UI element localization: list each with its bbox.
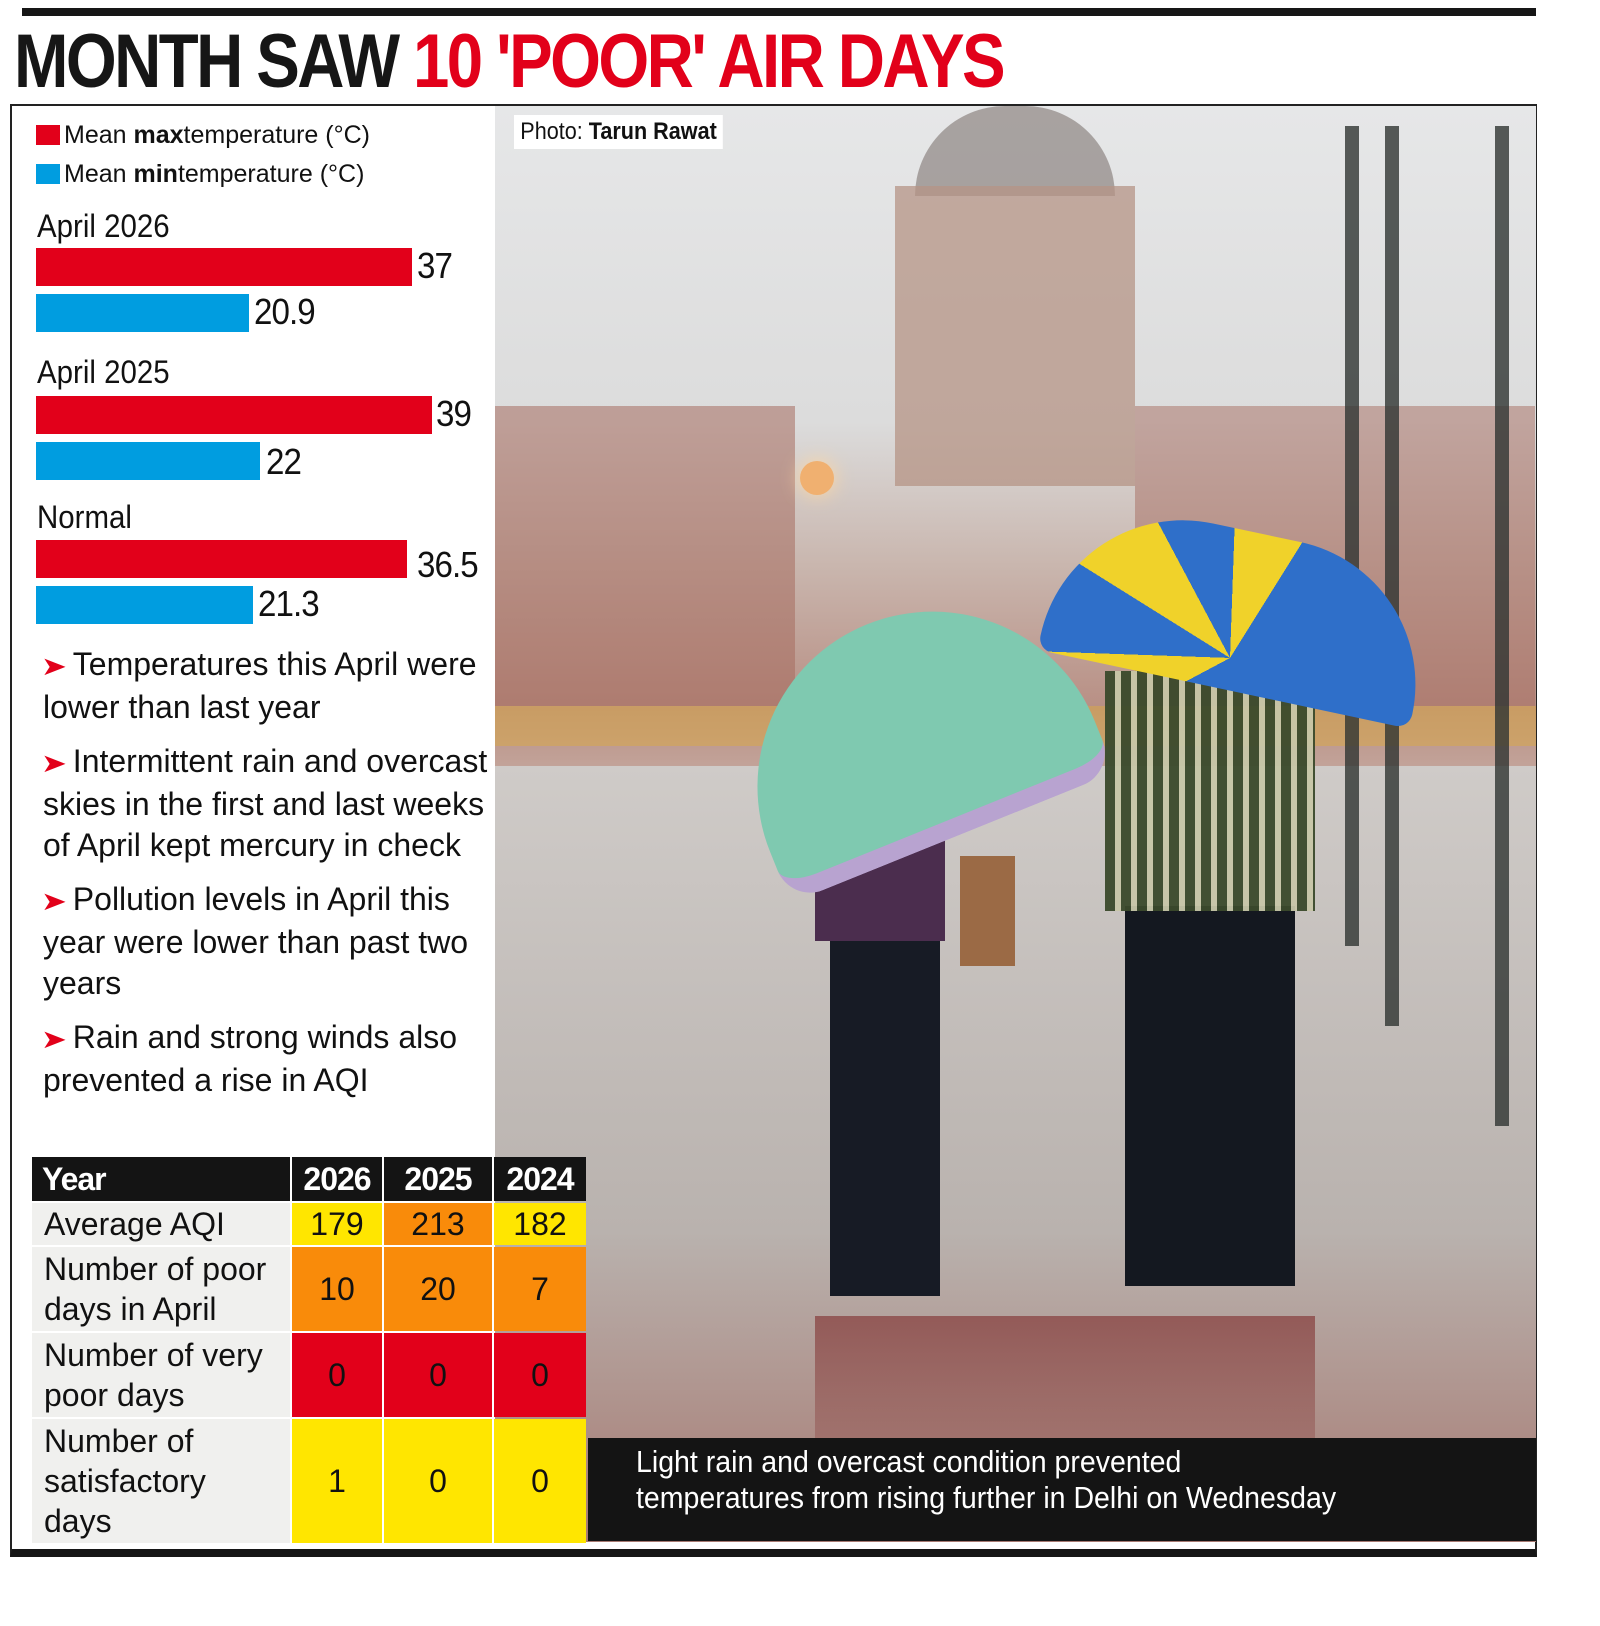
legend-text: temperature (°C) [183, 120, 370, 149]
legend-text-bold: min [133, 159, 178, 188]
table-row: Average AQI 179 213 182 [32, 1203, 586, 1245]
table-cell: 0 [384, 1333, 492, 1417]
group-label: April 2026 [37, 208, 170, 244]
photo-credit-prefix: Photo: [520, 118, 589, 145]
top-rule [22, 8, 1536, 16]
table-row: Number of poor days in April 10 20 7 [32, 1247, 586, 1331]
key-point-text: Intermittent rain and overcast skies in … [43, 743, 488, 863]
photo-credit: Photo: Tarun Rawat [514, 115, 724, 149]
caption-line: temperatures from rising further in Delh… [636, 1480, 1337, 1515]
bar-value: 22 [266, 441, 302, 482]
key-point-text: Pollution levels in April this year were… [43, 881, 469, 1001]
row-label: Number of poor days in April [32, 1247, 290, 1331]
table-cell: 213 [384, 1203, 492, 1245]
handbag [960, 856, 1015, 966]
light-glow [800, 461, 834, 495]
table-header-row: Year 2026 2025 2024 [32, 1157, 586, 1201]
legend-swatch-red-icon [36, 125, 60, 145]
bar-min-april-2026 [36, 294, 249, 332]
row-label-line: Number of very [44, 1337, 263, 1373]
table-cell: 0 [384, 1419, 492, 1543]
row-label-line: days [44, 1503, 112, 1539]
photo-caption: Light rain and overcast condition preven… [588, 1438, 1536, 1541]
table-header: 2024 [494, 1157, 586, 1201]
bar-value: 20.9 [254, 291, 316, 332]
arrow-right-icon: ➤ [40, 886, 67, 916]
table-header: Year [32, 1157, 290, 1201]
lamp-pole [1385, 126, 1399, 1026]
bar-min-april-2025 [36, 442, 260, 480]
table-cell: 179 [292, 1203, 382, 1245]
arrow-right-icon: ➤ [40, 748, 67, 778]
group-label: Normal [37, 499, 132, 535]
bar-max-normal [36, 540, 407, 578]
table-cell: 7 [494, 1247, 586, 1331]
table-cell: 20 [384, 1247, 492, 1331]
table-cell: 182 [494, 1203, 586, 1245]
row-label-line: Number of poor [44, 1251, 267, 1287]
arrow-right-icon: ➤ [40, 1024, 67, 1054]
building-tower [895, 186, 1135, 486]
lamp-pole [1345, 126, 1359, 946]
table-cell: 0 [292, 1333, 382, 1417]
row-label: Average AQI [32, 1203, 290, 1245]
bar-min-normal [36, 586, 253, 624]
row-label-line: days in April [44, 1291, 217, 1327]
bar-max-april-2026 [36, 248, 412, 286]
key-point: ➤ Pollution levels in April this year wer… [40, 879, 493, 1004]
key-point: ➤ Temperatures this April were lower than… [40, 644, 493, 728]
building-wing-left [495, 406, 795, 706]
table-row: Number of satisfactory days 1 0 0 [32, 1419, 586, 1543]
key-point-text: Temperatures this April were lower than … [43, 646, 477, 725]
row-label: Number of very poor days [32, 1333, 290, 1417]
legend-swatch-blue-icon [36, 164, 60, 184]
table-cell: 1 [292, 1419, 382, 1543]
bar-value: 39 [436, 393, 472, 434]
bar-max-april-2025 [36, 396, 432, 434]
legend-text: temperature (°C) [177, 159, 365, 188]
key-point: ➤ Intermittent rain and overcast skies in… [40, 741, 493, 866]
table-cell: 0 [494, 1333, 586, 1417]
arrow-right-icon: ➤ [40, 651, 67, 681]
person-right-shirt [1105, 671, 1315, 911]
key-point-text: Rain and strong winds also prevented a r… [43, 1019, 458, 1098]
news-photo [495, 106, 1536, 1542]
row-label-line: Number of [44, 1423, 194, 1459]
headline: MONTH SAW 10 'POOR' AIR DAYS [14, 19, 1006, 104]
group-label: April 2025 [37, 354, 170, 390]
person-right-legs [1125, 906, 1295, 1286]
table-header: 2026 [292, 1157, 382, 1201]
infographic-frame [10, 104, 1537, 1557]
legend-text-bold: max [133, 120, 184, 149]
bar-value: 21.3 [258, 583, 320, 624]
table-header: 2025 [384, 1157, 492, 1201]
photo-credit-name: Tarun Rawat [588, 118, 717, 145]
caption-line: Light rain and overcast condition preven… [636, 1444, 1182, 1479]
row-label-line: satisfactory [44, 1463, 206, 1499]
headline-black: MONTH SAW [14, 19, 400, 104]
table-row: Number of very poor days 0 0 0 [32, 1333, 586, 1417]
legend-text: Mean [64, 159, 127, 188]
row-label-line: poor days [44, 1377, 185, 1413]
legend-min: Mean min temperature (°C) [36, 159, 364, 189]
table-cell: 10 [292, 1247, 382, 1331]
row-label: Number of satisfactory days [32, 1419, 290, 1543]
lamp-pole [1495, 126, 1509, 1126]
aqi-table: Year 2026 2025 2024 Average AQI 179 213 … [30, 1155, 588, 1545]
key-points: ➤ Temperatures this April were lower than… [40, 644, 493, 1114]
headline-red: 10 'POOR' AIR DAYS [413, 19, 1006, 104]
table-cell: 0 [494, 1419, 586, 1543]
key-point: ➤ Rain and strong winds also prevented a … [40, 1017, 493, 1101]
bar-value: 37 [417, 245, 453, 286]
bar-value: 36.5 [417, 544, 479, 585]
row-label-line: Average AQI [44, 1206, 225, 1242]
legend-max: Mean max temperature (°C) [36, 120, 370, 150]
legend-text: Mean [64, 120, 127, 149]
building-dome [915, 106, 1115, 196]
person-left-legs [830, 936, 940, 1296]
